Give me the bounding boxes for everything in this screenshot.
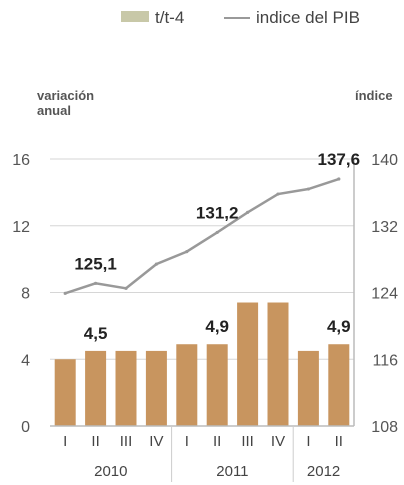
bar <box>328 344 350 426</box>
bar <box>54 359 76 426</box>
category-label: IV <box>271 433 285 450</box>
left-tick-label: 0 <box>21 419 30 436</box>
index-value-label: 137,6 <box>318 150 361 169</box>
index-line <box>63 177 341 295</box>
bars <box>54 302 350 426</box>
bar-value-label: 4,5 <box>84 324 108 343</box>
left-tick-label: 12 <box>12 219 30 236</box>
bar <box>145 350 167 426</box>
right-axis-title: índice <box>355 88 393 103</box>
right-tick-label: 108 <box>371 419 398 436</box>
year-label: 2012 <box>307 463 340 480</box>
left-axis-title-line2: anual <box>37 103 71 118</box>
legend-line-label: indice del PIB <box>256 8 360 27</box>
legend-bar-swatch <box>121 11 149 22</box>
left-tick-label: 4 <box>21 352 30 369</box>
bar <box>267 302 289 426</box>
index-line-path <box>64 177 340 295</box>
right-tick-label: 124 <box>371 286 398 303</box>
index-point <box>185 250 189 254</box>
index-point <box>124 286 128 290</box>
bar-value-label: 4,9 <box>205 317 229 336</box>
index-point <box>94 281 98 285</box>
bar <box>176 344 198 426</box>
bar <box>206 344 228 426</box>
index-point <box>63 291 67 295</box>
category-label: II <box>213 433 221 450</box>
index-point <box>154 262 158 266</box>
index-point <box>276 192 280 196</box>
year-label: 2011 <box>216 463 248 480</box>
category-label: II <box>335 433 343 450</box>
category-label: I <box>306 433 310 450</box>
index-point <box>215 230 219 235</box>
category-label: II <box>91 433 99 450</box>
legend: t/t-4 indice del PIB <box>121 8 360 27</box>
index-point <box>306 187 310 191</box>
category-label: III <box>241 433 254 450</box>
data-labels: 125,1 131,2 137,6 4,5 4,9 4,9 <box>74 150 360 343</box>
right-tick-label: 140 <box>371 152 398 169</box>
index-value-label: 125,1 <box>74 254 117 273</box>
index-point <box>246 210 250 214</box>
bar <box>297 350 319 426</box>
left-axis-title-line1: variación <box>37 88 94 103</box>
year-label: 2010 <box>94 463 127 480</box>
category-label: I <box>63 433 67 450</box>
bar <box>85 350 107 426</box>
bar-value-label: 4,9 <box>327 317 351 336</box>
right-tick-label: 132 <box>371 219 398 236</box>
bar <box>237 302 259 426</box>
index-point <box>337 177 341 181</box>
bar <box>115 350 137 426</box>
left-tick-label: 16 <box>12 152 30 169</box>
right-tick-label: 116 <box>372 352 398 369</box>
category-label: I <box>185 433 189 450</box>
legend-bar-label: t/t-4 <box>155 8 184 27</box>
category-label: III <box>120 433 133 450</box>
category-label: IV <box>149 433 163 450</box>
left-tick-label: 8 <box>21 286 30 303</box>
index-value-label: 131,2 <box>196 203 239 222</box>
